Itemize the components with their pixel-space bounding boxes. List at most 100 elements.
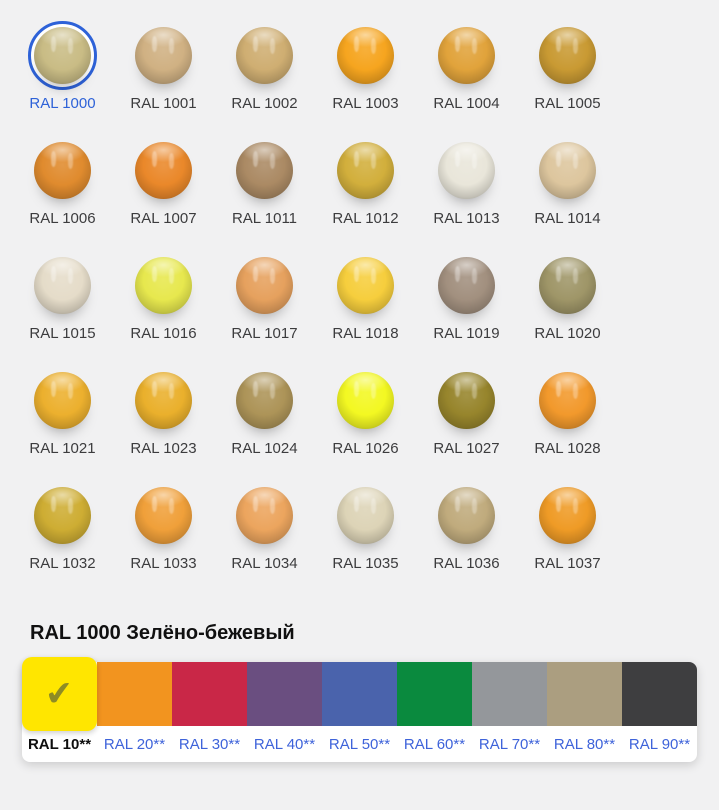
- ral-series-tab[interactable]: ✔ RAL 20**: [97, 662, 172, 762]
- ral-color-item[interactable]: RAL 1002: [214, 14, 315, 129]
- color-label[interactable]: RAL 1033: [130, 555, 197, 572]
- series-swatch[interactable]: ✔: [247, 662, 322, 726]
- color-label[interactable]: RAL 1000: [29, 95, 96, 112]
- ral-color-item[interactable]: RAL 1017: [214, 244, 315, 359]
- color-label[interactable]: RAL 1007: [130, 210, 197, 227]
- color-label[interactable]: RAL 1020: [534, 325, 601, 342]
- ral-color-item[interactable]: RAL 1003: [315, 14, 416, 129]
- color-label[interactable]: RAL 1006: [29, 210, 96, 227]
- series-tab-label[interactable]: RAL 40**: [253, 735, 316, 753]
- ral-color-item[interactable]: RAL 1016: [113, 244, 214, 359]
- ral-color-item[interactable]: RAL 1005: [517, 14, 618, 129]
- ral-series-tab[interactable]: ✔ RAL 40**: [247, 662, 322, 762]
- color-sphere[interactable]: [337, 487, 394, 544]
- color-label[interactable]: RAL 1013: [433, 210, 500, 227]
- series-tab-label[interactable]: RAL 60**: [403, 735, 466, 753]
- series-swatch[interactable]: ✔: [547, 662, 622, 726]
- color-sphere[interactable]: [438, 487, 495, 544]
- series-swatch[interactable]: ✔: [22, 657, 97, 731]
- ral-color-item[interactable]: RAL 1014: [517, 129, 618, 244]
- color-label[interactable]: RAL 1037: [534, 555, 601, 572]
- color-sphere[interactable]: [135, 372, 192, 429]
- ral-series-tab[interactable]: ✔ RAL 50**: [322, 662, 397, 762]
- color-label[interactable]: RAL 1028: [534, 440, 601, 457]
- ral-color-item[interactable]: RAL 1007: [113, 129, 214, 244]
- color-label[interactable]: RAL 1017: [231, 325, 298, 342]
- ral-color-item[interactable]: RAL 1034: [214, 474, 315, 589]
- color-label[interactable]: RAL 1027: [433, 440, 500, 457]
- ral-color-item[interactable]: RAL 1013: [416, 129, 517, 244]
- color-sphere[interactable]: [337, 142, 394, 199]
- color-label[interactable]: RAL 1035: [332, 555, 399, 572]
- color-label[interactable]: RAL 1014: [534, 210, 601, 227]
- ral-color-item[interactable]: RAL 1001: [113, 14, 214, 129]
- color-sphere[interactable]: [539, 487, 596, 544]
- ral-color-item[interactable]: RAL 1033: [113, 474, 214, 589]
- color-sphere[interactable]: [135, 257, 192, 314]
- color-label[interactable]: RAL 1012: [332, 210, 399, 227]
- ral-color-item[interactable]: RAL 1023: [113, 359, 214, 474]
- color-sphere[interactable]: [135, 487, 192, 544]
- color-label[interactable]: RAL 1036: [433, 555, 500, 572]
- series-tab-label[interactable]: RAL 90**: [628, 735, 691, 753]
- ral-color-item[interactable]: RAL 1021: [12, 359, 113, 474]
- color-sphere[interactable]: [337, 27, 394, 84]
- color-sphere[interactable]: [236, 142, 293, 199]
- ral-series-tab[interactable]: ✔ RAL 80**: [547, 662, 622, 762]
- ral-color-item[interactable]: RAL 1018: [315, 244, 416, 359]
- ral-color-item[interactable]: RAL 1015: [12, 244, 113, 359]
- color-label[interactable]: RAL 1023: [130, 440, 197, 457]
- series-swatch[interactable]: ✔: [97, 662, 172, 726]
- ral-color-item[interactable]: RAL 1032: [12, 474, 113, 589]
- ral-color-item[interactable]: RAL 1028: [517, 359, 618, 474]
- series-tab-label[interactable]: RAL 10**: [27, 735, 92, 753]
- series-tab-label[interactable]: RAL 30**: [178, 735, 241, 753]
- ral-series-tab[interactable]: ✔ RAL 60**: [397, 662, 472, 762]
- series-swatch[interactable]: ✔: [172, 662, 247, 726]
- ral-color-item[interactable]: RAL 1026: [315, 359, 416, 474]
- series-tab-label[interactable]: RAL 50**: [328, 735, 391, 753]
- ral-series-tab[interactable]: ✔ RAL 10**: [22, 657, 97, 762]
- color-label[interactable]: RAL 1003: [332, 95, 399, 112]
- ral-color-item[interactable]: RAL 1000: [12, 14, 113, 129]
- color-sphere[interactable]: [236, 257, 293, 314]
- series-tab-label[interactable]: RAL 80**: [553, 735, 616, 753]
- ral-series-tab[interactable]: ✔ RAL 70**: [472, 662, 547, 762]
- color-sphere[interactable]: [34, 372, 91, 429]
- color-label[interactable]: RAL 1026: [332, 440, 399, 457]
- color-sphere[interactable]: [539, 372, 596, 429]
- ral-color-item[interactable]: RAL 1004: [416, 14, 517, 129]
- ral-color-item[interactable]: RAL 1020: [517, 244, 618, 359]
- ral-color-item[interactable]: RAL 1006: [12, 129, 113, 244]
- color-sphere[interactable]: [539, 27, 596, 84]
- color-sphere[interactable]: [539, 257, 596, 314]
- color-sphere[interactable]: [438, 142, 495, 199]
- color-label[interactable]: RAL 1004: [433, 95, 500, 112]
- color-label[interactable]: RAL 1019: [433, 325, 500, 342]
- series-swatch[interactable]: ✔: [397, 662, 472, 726]
- series-tab-label[interactable]: RAL 20**: [103, 735, 166, 753]
- color-sphere[interactable]: [337, 372, 394, 429]
- color-sphere[interactable]: [34, 487, 91, 544]
- series-swatch[interactable]: ✔: [472, 662, 547, 726]
- color-sphere[interactable]: [337, 257, 394, 314]
- color-label[interactable]: RAL 1016: [130, 325, 197, 342]
- color-sphere[interactable]: [236, 372, 293, 429]
- color-sphere[interactable]: [34, 27, 91, 84]
- ral-color-item[interactable]: RAL 1036: [416, 474, 517, 589]
- color-sphere[interactable]: [438, 257, 495, 314]
- color-sphere[interactable]: [135, 142, 192, 199]
- color-sphere[interactable]: [236, 487, 293, 544]
- color-label[interactable]: RAL 1015: [29, 325, 96, 342]
- color-sphere[interactable]: [236, 27, 293, 84]
- ral-series-tab[interactable]: ✔ RAL 30**: [172, 662, 247, 762]
- ral-color-item[interactable]: RAL 1037: [517, 474, 618, 589]
- series-swatch[interactable]: ✔: [322, 662, 397, 726]
- color-sphere[interactable]: [34, 142, 91, 199]
- color-label[interactable]: RAL 1024: [231, 440, 298, 457]
- ral-color-item[interactable]: RAL 1027: [416, 359, 517, 474]
- color-label[interactable]: RAL 1032: [29, 555, 96, 572]
- ral-color-item[interactable]: RAL 1019: [416, 244, 517, 359]
- color-sphere[interactable]: [135, 27, 192, 84]
- color-label[interactable]: RAL 1021: [29, 440, 96, 457]
